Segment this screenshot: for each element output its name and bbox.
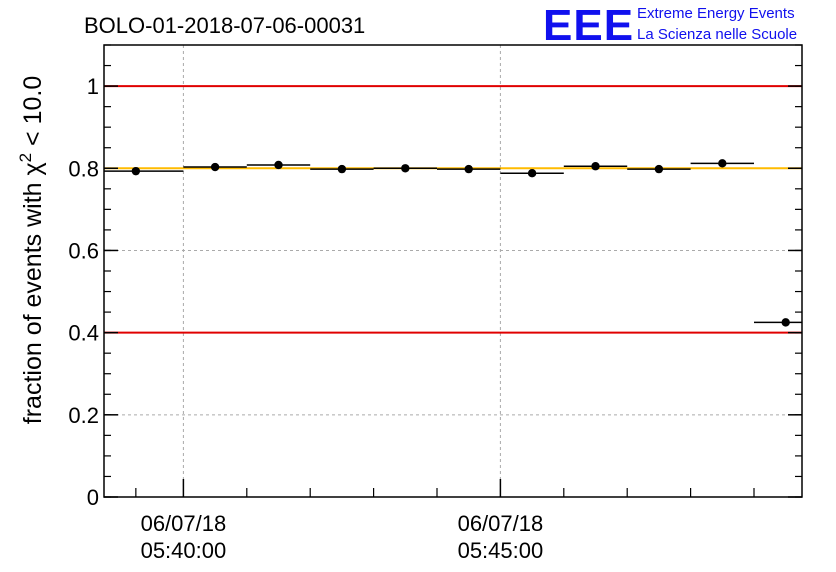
point-marker: [131, 166, 141, 176]
y-tick-label: 0.6: [68, 238, 99, 263]
y-axis-title: fraction of events with χ2 < 10.0: [16, 76, 47, 424]
data-point: [754, 318, 802, 327]
data-point: [183, 162, 247, 172]
logo-line-1: Extreme Energy Events: [637, 5, 795, 22]
data-points: [104, 159, 802, 327]
grid-lines: [104, 45, 802, 497]
y-tick-label: 0: [87, 485, 99, 510]
reference-lines: [104, 85, 802, 334]
data-point: [310, 164, 374, 174]
data-point: [104, 166, 184, 176]
chart-title: BOLO-01-2018-07-06-00031: [84, 13, 365, 38]
x-tick-label-date: 06/07/18: [141, 511, 227, 536]
y-axis-title-superscript: 2: [16, 153, 35, 162]
x-tick-label-time: 05:45:00: [458, 538, 544, 563]
point-marker: [464, 164, 473, 174]
data-point: [437, 164, 501, 174]
point-marker: [654, 164, 664, 174]
eee-logo: EEE Extreme Energy Events La Scienza nel…: [543, 1, 797, 50]
x-tick-label-date: 06/07/18: [458, 511, 544, 536]
point-marker: [210, 162, 220, 172]
data-point: [373, 164, 437, 173]
plot-frame: [103, 44, 803, 498]
point-marker: [591, 162, 600, 171]
point-marker: [401, 164, 410, 173]
data-point: [690, 159, 754, 168]
data-point: [627, 164, 691, 174]
y-tick-label: 0.4: [68, 321, 99, 346]
y-axis: 0 0.2 0.4 0.6 0.8 1: [68, 44, 802, 510]
logo-line-2: La Scienza nelle Scuole: [637, 26, 797, 43]
data-point: [246, 160, 311, 170]
point-marker: [718, 159, 727, 168]
y-tick-label: 1: [87, 74, 99, 99]
y-axis-title-symbol: χ: [19, 162, 47, 175]
y-axis-title-prefix: fraction of events with: [19, 176, 47, 425]
point-marker: [781, 318, 790, 327]
y-tick-label: 0.8: [68, 156, 99, 181]
point-marker: [337, 164, 347, 174]
point-marker: [527, 169, 537, 178]
data-point: [500, 169, 564, 178]
logo-letters: EEE: [543, 1, 634, 50]
data-point: [563, 162, 628, 171]
y-tick-label: 0.2: [68, 403, 99, 428]
y-axis-title-suffix: < 10.0: [19, 76, 47, 153]
x-tick-label-time: 05:40:00: [141, 538, 227, 563]
point-marker: [274, 160, 283, 170]
